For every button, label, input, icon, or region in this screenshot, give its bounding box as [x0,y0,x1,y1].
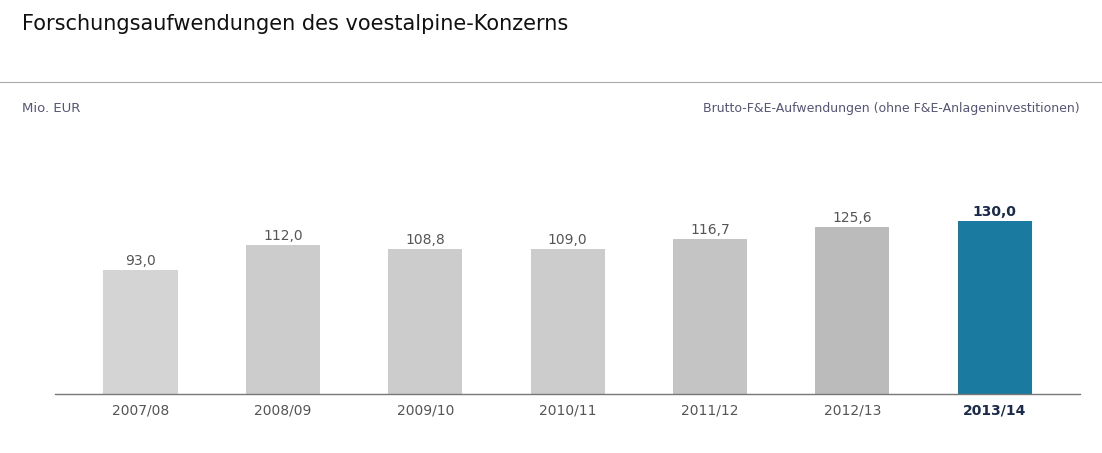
Text: Brutto-F&E-Aufwendungen (ohne F&E-Anlageninvestitionen): Brutto-F&E-Aufwendungen (ohne F&E-Anlage… [703,102,1080,115]
Bar [815,227,889,394]
Text: 109,0: 109,0 [548,233,587,247]
Bar [246,245,320,394]
Text: 125,6: 125,6 [832,211,872,225]
Text: 130,0: 130,0 [973,205,1016,219]
Bar [958,221,1031,394]
Bar [104,270,177,394]
Text: Forschungsaufwendungen des voestalpine-Konzerns: Forschungsaufwendungen des voestalpine-K… [22,14,569,34]
Text: 93,0: 93,0 [126,254,155,268]
Text: 116,7: 116,7 [690,222,730,236]
Text: Mio. EUR: Mio. EUR [22,102,80,115]
Text: 108,8: 108,8 [406,233,445,247]
Bar [388,249,462,394]
Bar [530,249,605,394]
Text: 112,0: 112,0 [263,229,303,243]
Bar [673,239,747,394]
